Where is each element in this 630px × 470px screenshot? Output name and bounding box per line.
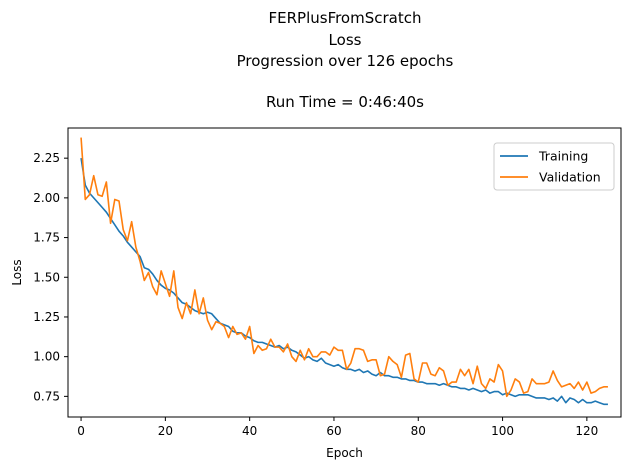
chart-title: FERPlusFromScratch Loss Progression over… bbox=[237, 9, 454, 111]
x-tick-label: 120 bbox=[575, 424, 598, 438]
y-tick-label: 1.25 bbox=[33, 310, 60, 324]
chart-legend: Training Validation bbox=[493, 142, 615, 191]
plot-frame bbox=[67, 127, 622, 418]
y-tick-label: 1.50 bbox=[33, 270, 60, 284]
legend-box bbox=[493, 142, 615, 191]
y-tick-label: 1.75 bbox=[33, 231, 60, 245]
legend-label: Validation bbox=[539, 170, 601, 185]
x-tick-label: 80 bbox=[411, 424, 426, 438]
x-tick-label: 0 bbox=[77, 424, 85, 438]
title-line-1: Loss bbox=[329, 31, 362, 49]
title-line-0: FERPlusFromScratch bbox=[269, 9, 422, 27]
x-tick-label: 40 bbox=[242, 424, 257, 438]
series-line-validation bbox=[80, 137, 608, 398]
x-axis-label: Epoch bbox=[326, 446, 363, 460]
title-line-4: Run Time = 0:46:40s bbox=[266, 93, 424, 111]
title-line-2: Progression over 126 epochs bbox=[237, 52, 454, 70]
series-line-training bbox=[80, 158, 608, 406]
x-tick-label: 20 bbox=[158, 424, 173, 438]
y-tick-label: 2.25 bbox=[33, 151, 60, 165]
legend-label: Training bbox=[538, 149, 588, 164]
y-tick-label: 1.00 bbox=[33, 350, 60, 364]
series-lines bbox=[80, 137, 608, 406]
axis-ticks: 0 20 40 60 80 100 120 0.75 1.00 1.25 1.50 1.75 2.00 2… bbox=[33, 151, 598, 438]
x-tick-label: 100 bbox=[491, 424, 514, 438]
y-tick-label: 0.75 bbox=[33, 389, 60, 403]
y-tick-label: 2.00 bbox=[33, 191, 60, 205]
x-tick-label: 60 bbox=[326, 424, 341, 438]
y-axis-label: Loss bbox=[10, 259, 24, 285]
